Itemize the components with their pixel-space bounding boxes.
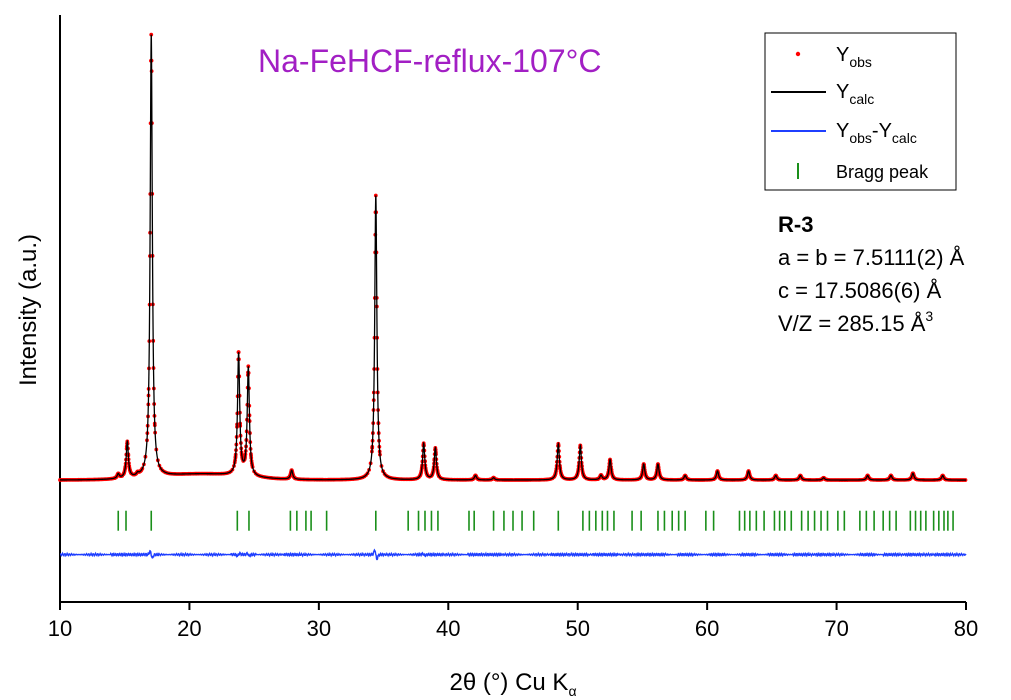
bragg-peak-series xyxy=(117,510,954,531)
x-tick-label: 40 xyxy=(436,616,460,641)
x-axis-label-sub: α xyxy=(568,683,576,699)
legend-calc-label: Ycalc xyxy=(836,81,874,107)
legend-bragg-label: Bragg peak xyxy=(836,162,929,182)
x-axis-ticks: 10 20 30 40 50 60 70 80 xyxy=(48,602,978,641)
legend-item-diff: Yobs-Ycalc xyxy=(771,120,917,146)
cell-info: R-3 a = b = 7.5111(2) Å c = 17.5086(6) Å… xyxy=(778,212,965,336)
difference-series xyxy=(59,548,967,561)
legend-diff-label: Yobs-Ycalc xyxy=(836,120,917,146)
x-tick-label: 50 xyxy=(565,616,589,641)
calculated-curve xyxy=(59,34,966,481)
x-tick-label: 20 xyxy=(177,616,201,641)
lattice-a-b: a = b = 7.5111(2) Å xyxy=(778,245,965,270)
legend: Yobs Ycalc Yobs-Ycalc Bragg peak xyxy=(764,32,957,191)
x-tick-label: 10 xyxy=(48,616,72,641)
x-tick-label: 70 xyxy=(824,616,848,641)
cell-volume-sup: 3 xyxy=(925,308,933,324)
chart-title: Na-FeHCF-reflux-107°C xyxy=(258,43,602,79)
x-axis-label: 2θ (°) Cu Kα xyxy=(449,669,576,699)
x-tick-label: 60 xyxy=(695,616,719,641)
cell-volume-main: V/Z = 285.15 Å xyxy=(778,311,926,336)
legend-obs-marker xyxy=(795,51,801,57)
x-tick-label: 80 xyxy=(954,616,978,641)
space-group: R-3 xyxy=(778,212,813,237)
cell-volume: V/Z = 285.15 Å3 xyxy=(778,308,933,336)
y-axis-label: Intensity (a.u.) xyxy=(15,234,42,386)
difference-curve xyxy=(59,548,967,561)
lattice-c: c = 17.5086(6) Å xyxy=(778,278,942,303)
legend-box xyxy=(764,32,957,191)
legend-item-obs: Yobs xyxy=(795,44,872,70)
x-axis-label-main: 2θ (°) Cu K xyxy=(449,669,568,696)
legend-obs-label: Yobs xyxy=(836,44,872,70)
legend-item-bragg: Bragg peak xyxy=(797,162,929,182)
x-tick-label: 30 xyxy=(307,616,331,641)
legend-item-calc: Ycalc xyxy=(771,81,874,107)
calculated-series xyxy=(59,34,966,481)
